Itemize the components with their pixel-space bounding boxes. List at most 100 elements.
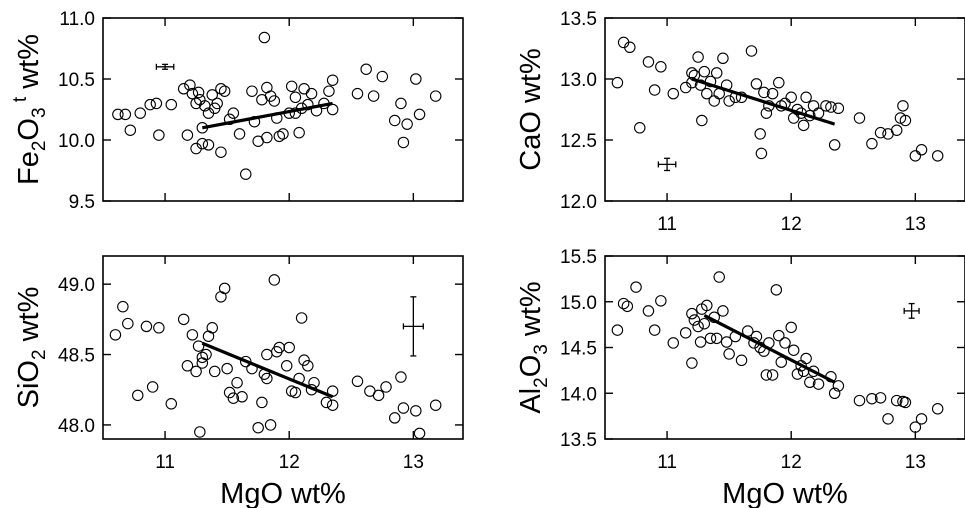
y-tick-label: 14.0: [560, 384, 597, 405]
data-point: [853, 112, 866, 124]
data-point: [655, 295, 667, 307]
x-tick-label: 13: [403, 452, 424, 473]
data-point: [305, 87, 318, 100]
y-tick-label: 13.0: [560, 70, 597, 91]
trend-line: [691, 77, 836, 126]
data-point: [252, 421, 264, 434]
data-point: [134, 107, 146, 119]
data-point: [184, 79, 196, 91]
data-point: [750, 78, 763, 90]
data-point: [931, 403, 944, 415]
data-point: [686, 307, 698, 320]
data-point: [181, 360, 194, 372]
data-point: [832, 102, 845, 115]
data-point: [283, 341, 295, 354]
data-point: [909, 421, 922, 433]
data-point: [206, 89, 218, 101]
data-point: [380, 381, 392, 393]
data-point: [717, 52, 729, 65]
data-point: [770, 284, 783, 296]
data-point: [758, 86, 770, 99]
chart-panel-1: 9.5 10.0 10.5 11.0 Fe2O3 t wt%: [10, 9, 464, 213]
error-bar: [155, 63, 175, 70]
data-point: [791, 368, 804, 380]
data-point: [804, 376, 816, 389]
data-point: [704, 75, 717, 88]
data-point: [800, 352, 812, 365]
data-point: [200, 348, 212, 361]
data-point: [773, 76, 785, 89]
data-point: [221, 362, 233, 375]
data-point: [190, 365, 202, 378]
data-point: [686, 76, 698, 89]
data-point: [429, 399, 442, 411]
y-tick-label: 48.0: [58, 416, 95, 437]
y-tick-label: 13.5: [560, 9, 597, 30]
data-point: [227, 107, 240, 119]
data-point: [807, 365, 820, 378]
data-point: [397, 136, 410, 149]
data-point: [223, 113, 236, 126]
x-axis-label: MgO wt%: [722, 478, 848, 508]
data-point: [621, 300, 634, 313]
data-point: [825, 101, 837, 113]
data-point: [617, 297, 630, 310]
data-point: [177, 83, 190, 95]
data-point: [611, 324, 624, 336]
data-point: [298, 83, 310, 95]
data-point: [326, 74, 339, 86]
data-point: [648, 324, 661, 336]
data-point: [280, 360, 293, 372]
data-point: [240, 168, 252, 180]
data-point: [899, 396, 912, 409]
data-point: [634, 122, 646, 134]
data-point: [289, 91, 302, 104]
data-point: [692, 51, 704, 63]
data-point: [194, 426, 206, 438]
data-point: [215, 83, 227, 95]
data-point: [775, 356, 788, 368]
data-point: [701, 87, 713, 100]
data-point: [218, 282, 231, 295]
data-point: [119, 108, 132, 121]
data-point: [832, 380, 845, 392]
data-point: [192, 340, 205, 352]
data-point: [866, 392, 878, 405]
chart-panel-4: 11 12 13 13.5 14.0 14.5 15.0 15.5 Al2O3 wt% MgO w…: [515, 247, 965, 508]
data-point: [828, 387, 841, 399]
data-point: [694, 336, 707, 348]
data-point: [206, 322, 218, 334]
data-point: [713, 271, 725, 283]
data-point: [320, 396, 333, 409]
data-point: [367, 90, 380, 102]
data-point: [401, 118, 413, 130]
data-point: [899, 114, 912, 127]
data-point: [124, 124, 137, 136]
data-point: [710, 332, 723, 345]
data-point: [233, 128, 246, 140]
data-point: [132, 389, 144, 402]
data-point: [153, 322, 165, 334]
data-point: [388, 412, 401, 424]
x-tick-label: 11: [657, 452, 677, 473]
data-point: [785, 321, 797, 334]
data-point: [701, 299, 713, 312]
error-bar: [903, 302, 920, 319]
data-point: [931, 150, 944, 162]
data-point: [692, 320, 704, 333]
data-point: [351, 375, 364, 388]
data-point: [388, 114, 401, 127]
x-tick-label: 12: [279, 452, 300, 473]
data-point: [413, 108, 426, 121]
data-point: [630, 281, 642, 293]
data-point: [667, 87, 680, 100]
data-point: [720, 336, 733, 348]
data-point: [723, 348, 735, 360]
data-point: [688, 314, 701, 326]
plot-frame: [604, 255, 965, 440]
data-point: [190, 97, 202, 110]
x-axis-label: MgO wt%: [220, 478, 346, 508]
data-point: [710, 67, 723, 79]
data-point: [800, 91, 812, 104]
data-point: [766, 87, 779, 100]
